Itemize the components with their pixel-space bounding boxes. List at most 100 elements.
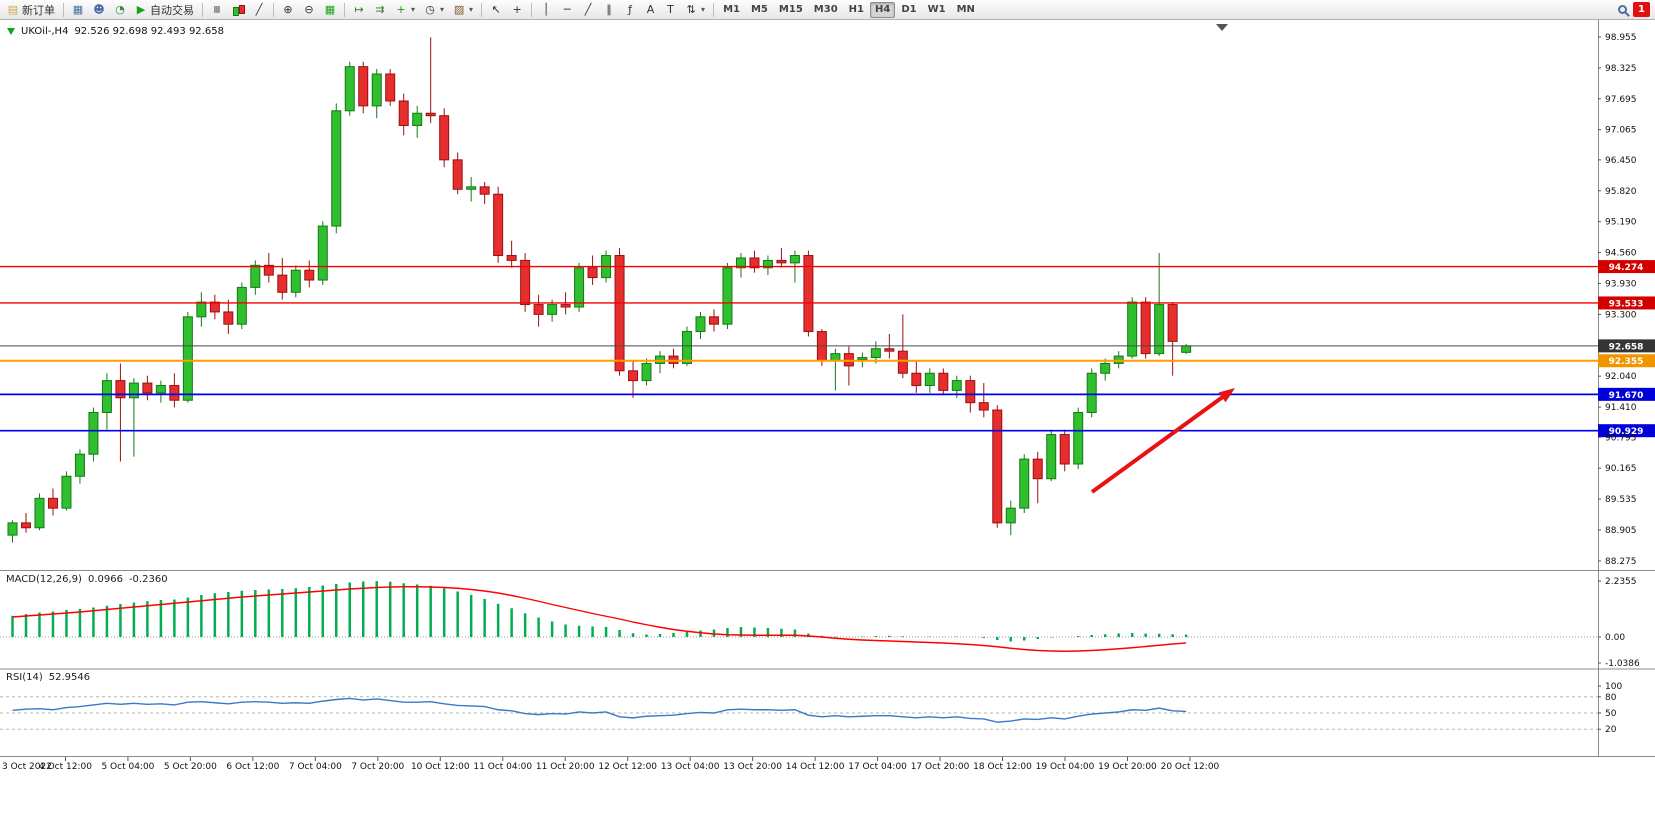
candle[interactable] — [1005, 507, 1016, 524]
candle[interactable] — [749, 257, 760, 269]
candle[interactable] — [1086, 372, 1097, 413]
candle[interactable] — [762, 259, 773, 269]
web-terminal-button[interactable]: ◔ — [110, 1, 130, 18]
candle[interactable] — [816, 331, 827, 362]
panel-splitter-macd[interactable] — [0, 567, 1598, 573]
candle[interactable] — [628, 370, 639, 382]
line-chart-button[interactable]: ╱ — [249, 1, 269, 18]
candle[interactable] — [101, 380, 112, 413]
candle[interactable] — [1113, 355, 1124, 364]
fibonacci-button[interactable]: ƒ — [620, 1, 640, 18]
timeframe-m30-button[interactable]: M30 — [813, 4, 838, 15]
cursor-button[interactable]: ↖ — [486, 1, 506, 18]
candle[interactable] — [1154, 304, 1165, 355]
market-watch-button[interactable]: ☻ — [89, 1, 109, 18]
candle[interactable] — [412, 112, 423, 127]
zoom-in-button[interactable]: ⊕ — [278, 1, 298, 18]
candle[interactable] — [924, 372, 935, 387]
candle[interactable] — [398, 100, 409, 127]
candle[interactable] — [331, 110, 342, 227]
candle[interactable] — [655, 355, 666, 364]
chart-shift-button[interactable]: ⇉ — [370, 1, 390, 18]
channel-button[interactable]: ∥ — [599, 1, 619, 18]
period-button[interactable]: ◷ — [420, 1, 448, 18]
vertical-line-button[interactable]: │ — [536, 1, 556, 18]
candle[interactable] — [236, 286, 247, 325]
candle[interactable] — [466, 186, 477, 190]
candle[interactable] — [884, 348, 895, 352]
candle[interactable] — [290, 269, 301, 293]
candle[interactable] — [1140, 301, 1151, 355]
arrows-button[interactable]: ⇅ — [681, 1, 709, 18]
timeframe-h4-button[interactable]: H4 — [869, 1, 896, 18]
candle[interactable] — [196, 301, 207, 318]
candle[interactable] — [938, 372, 949, 391]
candle[interactable] — [857, 357, 868, 361]
candle[interactable] — [371, 73, 382, 107]
candle[interactable] — [547, 304, 558, 315]
candle[interactable] — [344, 66, 355, 112]
candle[interactable] — [250, 264, 261, 288]
candle[interactable] — [722, 267, 733, 325]
candle[interactable] — [1019, 458, 1030, 509]
candle[interactable] — [1046, 434, 1057, 480]
candle[interactable] — [425, 112, 436, 117]
candle[interactable] — [533, 304, 544, 315]
candle[interactable] — [317, 225, 328, 281]
horizontal-line-button[interactable]: ─ — [557, 1, 577, 18]
panel-splitter-rsi[interactable] — [0, 665, 1598, 671]
candle[interactable] — [169, 385, 180, 401]
candle[interactable] — [992, 409, 1003, 524]
price-axis[interactable] — [1598, 20, 1655, 757]
timeframe-mn-button[interactable]: MN — [956, 4, 975, 15]
candle[interactable] — [1032, 458, 1043, 480]
candle[interactable] — [1181, 345, 1192, 353]
notification-badge[interactable]: 1 — [1633, 2, 1650, 17]
trend-arrow[interactable] — [1090, 391, 1230, 494]
candle[interactable] — [1100, 362, 1111, 374]
timeframe-h1-button[interactable]: H1 — [848, 4, 864, 15]
candle[interactable] — [897, 350, 908, 374]
tile-windows-button[interactable]: ▦ — [320, 1, 340, 18]
candle[interactable] — [277, 274, 288, 293]
candle[interactable] — [614, 255, 625, 372]
timeframe-w1-button[interactable]: W1 — [927, 4, 946, 15]
candle[interactable] — [209, 301, 220, 313]
candle[interactable] — [223, 311, 234, 325]
autotrading-button[interactable]: ▶ 自动交易 — [131, 1, 198, 18]
new-order-button[interactable]: ▤ 新订单 — [3, 1, 59, 18]
symbol-dropdown-triangle-icon[interactable] — [7, 28, 15, 35]
chart-window-button[interactable]: ▦ — [68, 1, 88, 18]
candle[interactable] — [668, 355, 679, 364]
search-button[interactable] — [1613, 1, 1632, 18]
candle[interactable] — [34, 497, 45, 529]
text-button[interactable]: A — [641, 1, 660, 18]
candle[interactable] — [1059, 434, 1070, 465]
timeframe-m1-button[interactable]: M1 — [723, 4, 740, 15]
candle[interactable] — [789, 255, 800, 264]
candle[interactable] — [128, 382, 139, 399]
candlestick-chart-button[interactable] — [228, 1, 248, 18]
add-indicator-button[interactable]: + — [391, 1, 419, 18]
candle[interactable] — [61, 475, 72, 509]
candle[interactable] — [439, 115, 450, 161]
candle[interactable] — [803, 255, 814, 333]
candle[interactable] — [911, 372, 922, 387]
candle[interactable] — [88, 411, 99, 455]
candle[interactable] — [735, 257, 746, 269]
candle[interactable] — [641, 362, 652, 382]
candle[interactable] — [304, 269, 315, 281]
candle[interactable] — [385, 73, 396, 102]
timeframe-d1-button[interactable]: D1 — [901, 4, 917, 15]
template-button[interactable]: ▨ — [449, 1, 477, 18]
candle[interactable] — [587, 267, 598, 279]
candle[interactable] — [870, 348, 881, 359]
timeframe-m5-button[interactable]: M5 — [750, 4, 768, 15]
candle[interactable] — [601, 255, 612, 279]
candle[interactable] — [506, 255, 517, 261]
crosshair-button[interactable]: + — [507, 1, 527, 18]
panel-splitter-timeaxis[interactable] — [0, 753, 1598, 759]
time-axis[interactable] — [0, 757, 1598, 775]
candle[interactable] — [47, 497, 58, 509]
